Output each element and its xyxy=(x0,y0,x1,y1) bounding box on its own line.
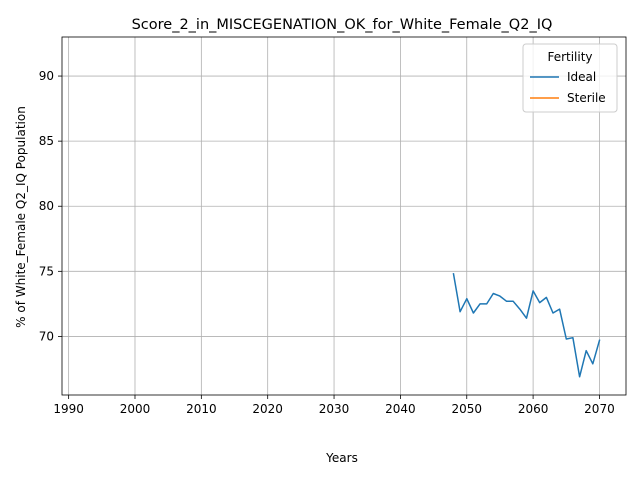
axes-frame xyxy=(61,36,627,396)
y-tick-label: 70 xyxy=(39,329,54,343)
y-tick-label: 80 xyxy=(39,199,54,213)
series-line-ideal xyxy=(452,273,601,378)
legend-box xyxy=(522,43,618,113)
y-tick-label: 90 xyxy=(39,69,54,83)
legend-label-sterile: Sterile xyxy=(567,91,606,105)
legend-label-ideal: Ideal xyxy=(567,70,596,84)
y-tick-label: 75 xyxy=(39,264,54,278)
x-tick-label: 2020 xyxy=(252,402,283,416)
y-axis-label: % of White_Female Q2_IQ Population xyxy=(14,106,28,328)
chart-title: Score_2_in_MISCEGENATION_OK_for_White_Fe… xyxy=(132,17,553,33)
x-tick-label: 2050 xyxy=(451,402,482,416)
x-tick-label: 2070 xyxy=(584,402,615,416)
x-tick-label: 2030 xyxy=(319,402,350,416)
x-tick-label: 2000 xyxy=(120,402,151,416)
x-axis-ticks: 1990 2000 2010 2020 2030 2040 2050 2060 2070 xyxy=(53,395,615,416)
x-axis-label: Years xyxy=(325,451,358,465)
legend-title: Fertility xyxy=(547,50,592,64)
x-tick-label: 2010 xyxy=(186,402,217,416)
x-tick-label: 2040 xyxy=(385,402,416,416)
x-tick-label: 2060 xyxy=(518,402,549,416)
series-layer xyxy=(452,273,601,378)
x-tick-label: 1990 xyxy=(53,402,84,416)
legend: Fertility Ideal Sterile xyxy=(522,43,618,113)
y-axis-ticks: 70 75 80 85 90 xyxy=(39,69,62,343)
y-tick-label: 85 xyxy=(39,134,54,148)
